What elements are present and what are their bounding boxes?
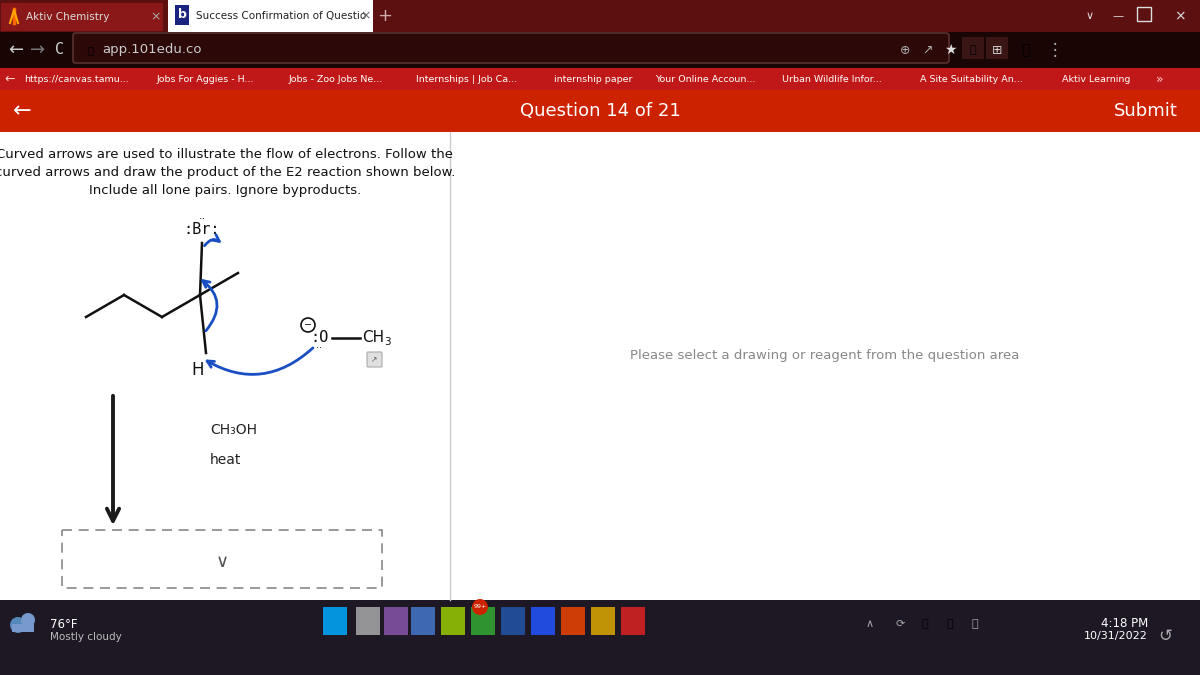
Text: Aktiv Learning: Aktiv Learning [1062,74,1130,84]
Text: —: — [1112,11,1123,21]
Text: Your Online Accoun...: Your Online Accoun... [655,74,755,84]
Bar [470,607,496,635]
Text: ×: × [151,11,161,24]
Text: Internships | Job Ca...: Internships | Job Ca... [416,74,517,84]
Bar [384,607,408,635]
Bar [175,5,190,25]
Bar [356,607,380,635]
Text: ∨: ∨ [1086,11,1094,21]
Text: ↺: ↺ [1158,627,1172,645]
FancyBboxPatch shape [168,0,373,32]
Bar [0,32,1200,68]
Bar [12,624,34,632]
Bar [0,600,1200,675]
Circle shape [10,617,26,633]
Text: Jobs - Zoo Jobs Ne...: Jobs - Zoo Jobs Ne... [289,74,383,84]
Text: ★: ★ [943,43,956,57]
FancyBboxPatch shape [1,3,163,31]
Text: ⟳: ⟳ [895,619,905,629]
Bar [962,37,984,59]
Text: Curved arrows are used to illustrate the flow of electrons. Follow the: Curved arrows are used to illustrate the… [0,148,454,161]
Text: ←: ← [5,72,16,86]
Text: ←: ← [13,101,31,121]
Text: H: H [192,361,204,379]
Text: Jobs For Aggies - H...: Jobs For Aggies - H... [156,74,254,84]
Text: ··: ·· [198,214,205,224]
Text: https://canvas.tamu...: https://canvas.tamu... [24,74,128,84]
Text: ⏻: ⏻ [972,619,978,629]
Text: ∧: ∧ [866,619,874,629]
Text: 👤: 👤 [1021,43,1030,57]
FancyBboxPatch shape [73,33,949,63]
Text: 🧩: 🧩 [970,45,977,55]
Text: ↗: ↗ [371,356,377,365]
Text: ⋮: ⋮ [1046,41,1063,59]
Bar [986,37,1008,59]
Text: ×: × [361,9,371,22]
Text: Submit: Submit [1114,102,1178,120]
Text: →: → [30,41,46,59]
Text: Please select a drawing or reagent from the question area: Please select a drawing or reagent from … [630,348,1020,362]
Bar [323,607,347,635]
Circle shape [472,599,488,615]
Text: 99+: 99+ [473,605,487,610]
Text: heat: heat [210,453,241,467]
Circle shape [22,613,35,627]
Text: :O: :O [310,331,329,346]
Text: b: b [178,9,186,22]
Text: Success Confirmation of Questio: Success Confirmation of Questio [196,11,366,21]
Text: 🔒: 🔒 [88,45,92,55]
Text: 76°F: 76°F [50,618,78,631]
Bar [1138,7,1151,21]
Text: Include all lone pairs. Ignore byproducts.: Include all lone pairs. Ignore byproduct… [89,184,361,197]
Text: −: − [304,320,312,330]
Text: C: C [55,43,65,57]
Bar [0,68,1200,90]
Text: »: » [1156,72,1164,86]
Bar [622,607,646,635]
Text: curved arrows and draw the product of the E2 reaction shown below.: curved arrows and draw the product of th… [0,166,455,179]
Text: 3: 3 [384,337,391,347]
Text: 🔊: 🔊 [947,619,953,629]
Bar [62,530,382,588]
Text: CH: CH [362,331,384,346]
Text: :Br:: :Br: [184,221,221,236]
Bar [0,132,1200,600]
Text: 📶: 📶 [922,619,929,629]
Bar [562,607,586,635]
Bar [530,607,554,635]
Text: ∨: ∨ [216,553,228,571]
Bar [592,607,616,635]
Text: ⊞: ⊞ [991,43,1002,57]
Text: CH₃OH: CH₃OH [210,423,257,437]
Text: 10/31/2022: 10/31/2022 [1084,631,1148,641]
Text: ←: ← [8,41,24,59]
Text: Question 14 of 21: Question 14 of 21 [520,102,680,120]
Text: +: + [378,7,392,25]
Text: ×: × [1174,9,1186,23]
Bar [0,90,1200,132]
Text: ⊕: ⊕ [900,43,911,57]
Bar [502,607,526,635]
Text: Urban Wildlife Infor...: Urban Wildlife Infor... [782,74,882,84]
Text: ··: ·· [316,343,322,353]
Text: A Site Suitability An...: A Site Suitability An... [919,74,1022,84]
Text: ↗: ↗ [923,43,934,57]
Text: app.101edu.co: app.101edu.co [102,43,202,57]
Text: 4:18 PM: 4:18 PM [1100,617,1148,630]
Text: internship paper: internship paper [553,74,632,84]
Text: Mostly cloudy: Mostly cloudy [50,632,121,642]
Bar [442,607,466,635]
FancyBboxPatch shape [367,352,382,367]
Text: Aktiv Chemistry: Aktiv Chemistry [26,12,109,22]
Bar [0,0,1200,32]
Bar [410,607,436,635]
